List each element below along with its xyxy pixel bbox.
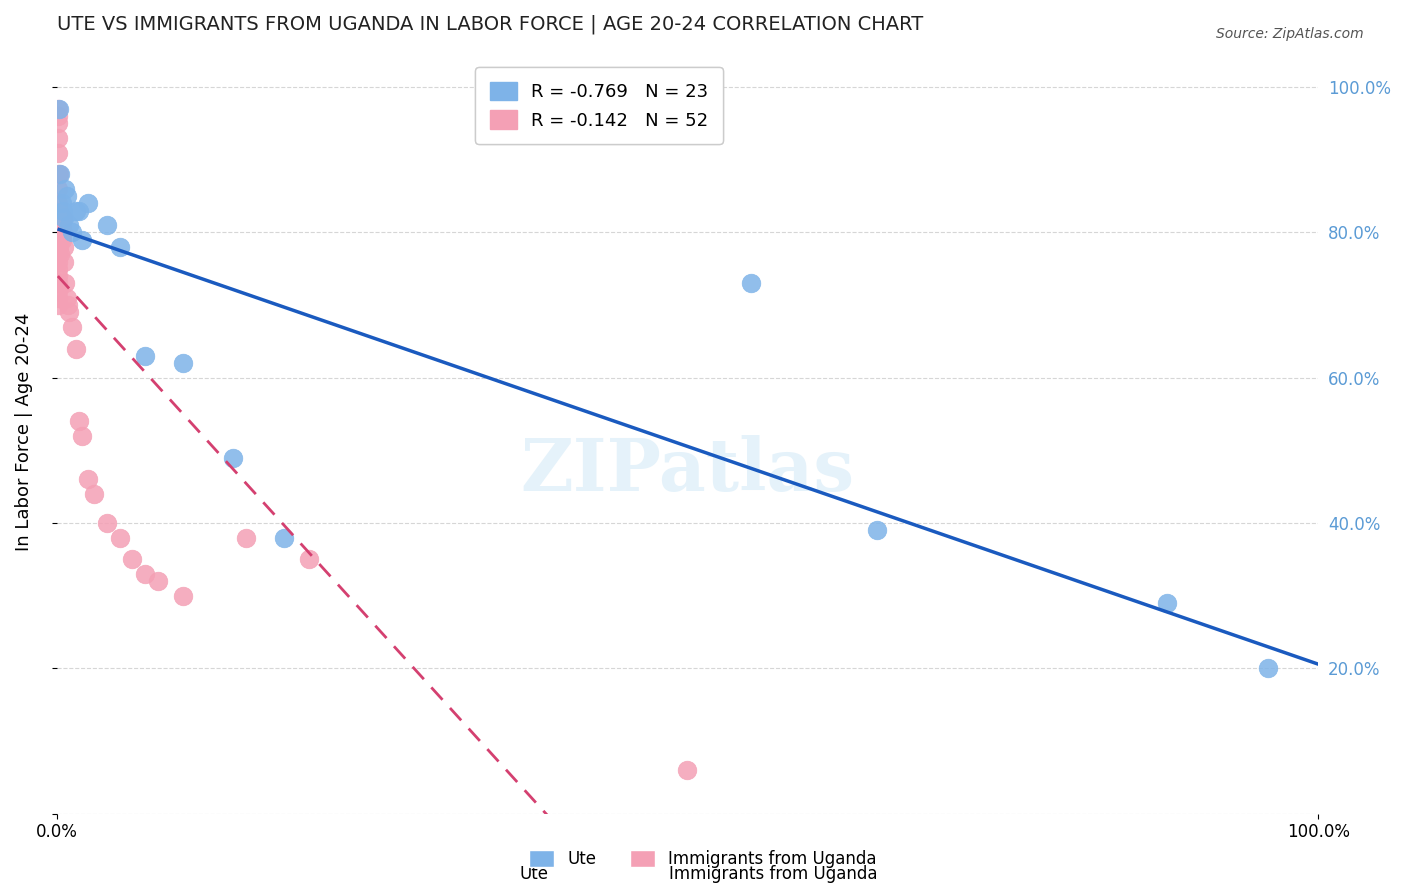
Point (55, 189, 77, 203)
Point (121, 552, 143, 566)
Point (46, 277, 69, 291)
Point (60, 319, 83, 334)
Point (55, 277, 77, 291)
Point (51, 233, 73, 247)
Point (222, 450, 245, 465)
Point (52, 203, 75, 218)
Point (56, 298, 79, 312)
Point (96, 516, 118, 530)
Point (65, 342, 87, 356)
Legend: R = -0.769   N = 23, R = -0.142   N = 52: R = -0.769 N = 23, R = -0.142 N = 52 (475, 68, 723, 145)
Point (46, 233, 69, 247)
Point (46, 298, 69, 312)
Point (96, 218, 118, 232)
Point (49, 233, 72, 247)
Point (146, 574, 169, 588)
Y-axis label: In Labor Force | Age 20-24: In Labor Force | Age 20-24 (15, 313, 32, 551)
Point (48, 226, 70, 240)
Point (1156, 596, 1178, 610)
Point (1257, 661, 1279, 675)
Point (58, 218, 80, 232)
Point (70, 233, 93, 247)
Point (52, 226, 75, 240)
Text: Immigrants from Uganda: Immigrants from Uganda (669, 864, 877, 882)
Point (55, 182, 77, 196)
Point (67, 414, 90, 428)
Point (51, 196, 73, 211)
Point (866, 523, 889, 537)
Point (235, 531, 257, 545)
Point (273, 531, 295, 545)
Point (108, 531, 131, 545)
Point (53, 240, 76, 254)
Point (134, 566, 156, 581)
Point (46, 261, 69, 276)
Point (51, 218, 73, 232)
Point (46, 109, 69, 123)
Point (65, 203, 87, 218)
Point (134, 349, 156, 363)
Point (55, 291, 77, 305)
Point (49, 167, 72, 181)
Text: Source: ZipAtlas.com: Source: ZipAtlas.com (1216, 27, 1364, 41)
Point (46, 102, 69, 116)
Point (46, 291, 69, 305)
Point (48, 203, 70, 218)
Point (48, 240, 70, 254)
Point (46, 167, 69, 181)
Point (172, 589, 194, 603)
Point (67, 203, 90, 218)
Point (48, 167, 70, 181)
Point (46, 240, 69, 254)
Point (298, 552, 321, 566)
Point (53, 254, 76, 268)
Point (46, 211, 69, 225)
Point (108, 240, 131, 254)
Point (53, 211, 76, 225)
Point (46, 226, 69, 240)
Point (52, 211, 75, 225)
Point (46, 116, 69, 130)
Point (46, 268, 69, 283)
Point (70, 429, 93, 443)
Point (676, 763, 699, 777)
Point (46, 131, 69, 145)
Point (58, 305, 80, 319)
Point (83, 487, 105, 501)
Point (49, 218, 72, 232)
Point (60, 226, 83, 240)
Point (740, 277, 762, 291)
Point (46, 284, 69, 298)
Legend: Ute, Immigrants from Uganda: Ute, Immigrants from Uganda (523, 843, 883, 875)
Point (172, 356, 194, 370)
Text: UTE VS IMMIGRANTS FROM UGANDA IN LABOR FORCE | AGE 20-24 CORRELATION CHART: UTE VS IMMIGRANTS FROM UGANDA IN LABOR F… (56, 15, 922, 35)
Text: ZIPatlas: ZIPatlas (520, 435, 855, 506)
Point (77, 472, 100, 486)
Text: Ute: Ute (520, 864, 548, 882)
Point (46, 145, 69, 160)
Point (46, 254, 69, 268)
Point (46, 247, 69, 261)
Point (49, 247, 72, 261)
Point (46, 182, 69, 196)
Point (46, 196, 69, 211)
Point (77, 196, 100, 211)
Point (48, 102, 70, 116)
